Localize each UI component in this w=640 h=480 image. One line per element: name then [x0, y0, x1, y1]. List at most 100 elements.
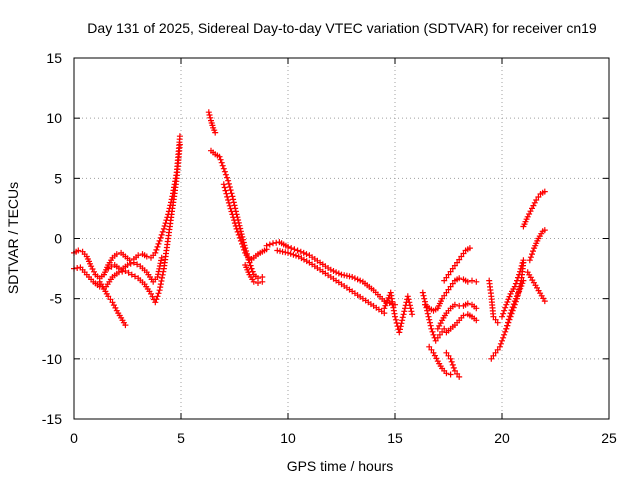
data-point	[420, 292, 427, 299]
data-point	[441, 325, 448, 332]
data-point	[448, 358, 455, 365]
data-point	[509, 304, 516, 311]
data-point	[503, 325, 510, 332]
y-tick-label: -5	[50, 291, 63, 307]
x-tick-label: 15	[387, 430, 403, 446]
y-tick-label: -10	[42, 351, 62, 367]
data-point	[240, 243, 247, 250]
data-point	[232, 223, 239, 229]
data-point	[520, 277, 527, 284]
data-point	[508, 307, 515, 314]
data-point	[505, 319, 511, 326]
data-point	[401, 308, 408, 315]
data-point	[428, 325, 435, 332]
data-point	[505, 296, 512, 303]
data-point	[501, 331, 508, 338]
data-point	[531, 199, 538, 206]
data-point	[226, 184, 233, 190]
data-point	[443, 370, 450, 377]
data-point	[158, 254, 165, 261]
data-point	[425, 313, 432, 320]
data-point	[225, 199, 232, 206]
data-point	[500, 334, 507, 341]
data-point	[494, 319, 501, 326]
data-point	[512, 280, 519, 287]
data-point	[499, 337, 505, 344]
data-point	[464, 278, 471, 285]
data-point	[238, 231, 245, 238]
data-point	[155, 290, 162, 297]
data-point	[524, 213, 531, 220]
data-point	[496, 343, 503, 350]
data-point	[517, 268, 523, 275]
data-point	[407, 302, 413, 309]
data-points	[71, 109, 548, 380]
data-point	[227, 205, 234, 212]
data-point	[409, 311, 416, 318]
data-point	[159, 274, 165, 281]
data-point	[530, 248, 536, 255]
data-point	[127, 260, 134, 267]
data-point	[222, 187, 229, 194]
data-point	[231, 217, 238, 224]
data-point	[515, 274, 521, 281]
data-point	[239, 240, 245, 247]
data-point	[511, 283, 518, 290]
data-point	[499, 313, 505, 320]
data-point	[507, 310, 514, 317]
data-point	[153, 246, 160, 253]
data-point	[247, 262, 254, 269]
x-tick-label: 10	[280, 430, 296, 446]
data-point	[434, 325, 441, 332]
data-point	[217, 156, 224, 163]
data-point	[357, 277, 364, 284]
data-point	[134, 261, 141, 268]
data-point	[143, 253, 150, 260]
data-point	[502, 304, 509, 311]
y-tick-label: 5	[54, 170, 62, 186]
data-point	[349, 274, 356, 280]
data-point	[176, 133, 183, 140]
y-tick-label: 0	[54, 231, 62, 247]
data-point	[152, 249, 159, 256]
data-point	[527, 254, 534, 261]
data-point	[206, 112, 213, 118]
y-tick-label: 15	[46, 50, 62, 66]
data-point	[207, 114, 214, 121]
data-point	[105, 265, 112, 272]
data-point	[259, 278, 266, 285]
data-point	[447, 355, 454, 362]
y-tick-label: 10	[46, 110, 62, 126]
data-point	[237, 237, 244, 244]
data-point	[113, 251, 120, 258]
data-point	[399, 317, 406, 324]
data-point	[519, 260, 526, 266]
data-point	[335, 270, 342, 277]
data-point	[501, 307, 508, 314]
data-point	[473, 305, 480, 312]
data-point	[447, 371, 454, 378]
data-point	[424, 310, 431, 317]
data-point	[130, 259, 137, 266]
data-point	[392, 313, 398, 320]
data-point	[450, 364, 457, 371]
data-point	[218, 159, 225, 166]
data-point	[219, 162, 226, 169]
x-tick-label: 5	[177, 430, 185, 446]
data-point	[223, 190, 230, 197]
data-point	[154, 293, 161, 300]
data-point	[510, 301, 517, 308]
data-point	[398, 320, 405, 327]
data-point	[220, 181, 227, 188]
data-point	[406, 299, 413, 306]
data-point	[392, 316, 399, 323]
data-point	[503, 301, 510, 308]
data-point	[288, 245, 295, 252]
data-point	[427, 322, 434, 329]
data-point	[222, 171, 229, 178]
data-point	[205, 109, 212, 116]
data-point	[505, 316, 512, 323]
data-point	[517, 285, 524, 292]
data-point	[228, 208, 235, 215]
data-point	[449, 361, 456, 368]
